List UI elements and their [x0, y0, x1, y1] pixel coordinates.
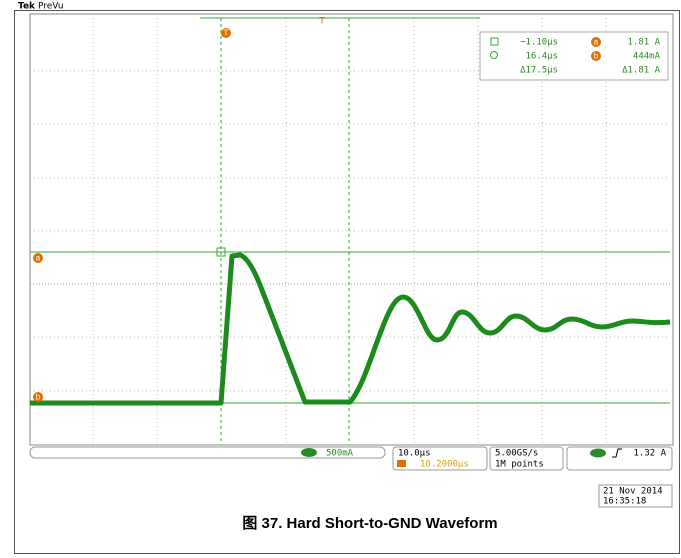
trigger-marker: T: [223, 29, 229, 38]
trigger-icon: [221, 28, 231, 38]
dv: Δ1.81 A: [622, 66, 661, 76]
mode: PreVu: [38, 2, 64, 12]
brand: Tek: [18, 2, 36, 12]
scale: 500mA: [326, 449, 354, 459]
edge-icon: [612, 448, 622, 458]
trigger-level: 1.32 A: [633, 449, 666, 459]
trigger-badge: [590, 448, 606, 458]
sample-rate: 5.00GS/s: [495, 449, 538, 459]
readout-box: [479, 31, 669, 81]
cursor-square: [216, 247, 226, 257]
ch-b-marker: b: [35, 393, 40, 402]
trigger-pos: T: [318, 17, 325, 27]
date: 21 Nov 2014: [603, 487, 663, 497]
ch-b-icon: [33, 392, 43, 402]
b-value: 444mA: [633, 52, 661, 62]
channel-badge: [301, 448, 317, 457]
channel-bar: [29, 446, 386, 459]
a-value: 1.81 A: [627, 38, 660, 48]
dt: Δ17.5µs: [520, 66, 558, 76]
waveform: [30, 252, 671, 406]
date-box: [598, 484, 673, 508]
timebase: 10.0µs: [398, 449, 431, 459]
position-icon: [397, 460, 406, 467]
t2: 16.4µs: [525, 52, 558, 62]
ch-a-marker: a: [36, 254, 41, 263]
b-label: b: [593, 52, 598, 61]
time: 16:35:18: [603, 497, 646, 507]
t1: −1.10µs: [520, 38, 558, 48]
readout: −1.10µs 16.4µs Δ17.5µs a b 1.81 A 444mA …: [490, 37, 661, 76]
caption: 图 37. Hard Short-to-GND Waveform: [242, 515, 497, 532]
timebase-box: [392, 446, 488, 471]
position: 10.2000µs: [420, 460, 469, 470]
a-label: a: [594, 38, 599, 47]
ch-a-icon: [33, 253, 43, 263]
record: 1M points: [495, 460, 544, 470]
graticule: [30, 18, 670, 444]
screen: [29, 13, 674, 446]
acq-box: [489, 446, 564, 471]
